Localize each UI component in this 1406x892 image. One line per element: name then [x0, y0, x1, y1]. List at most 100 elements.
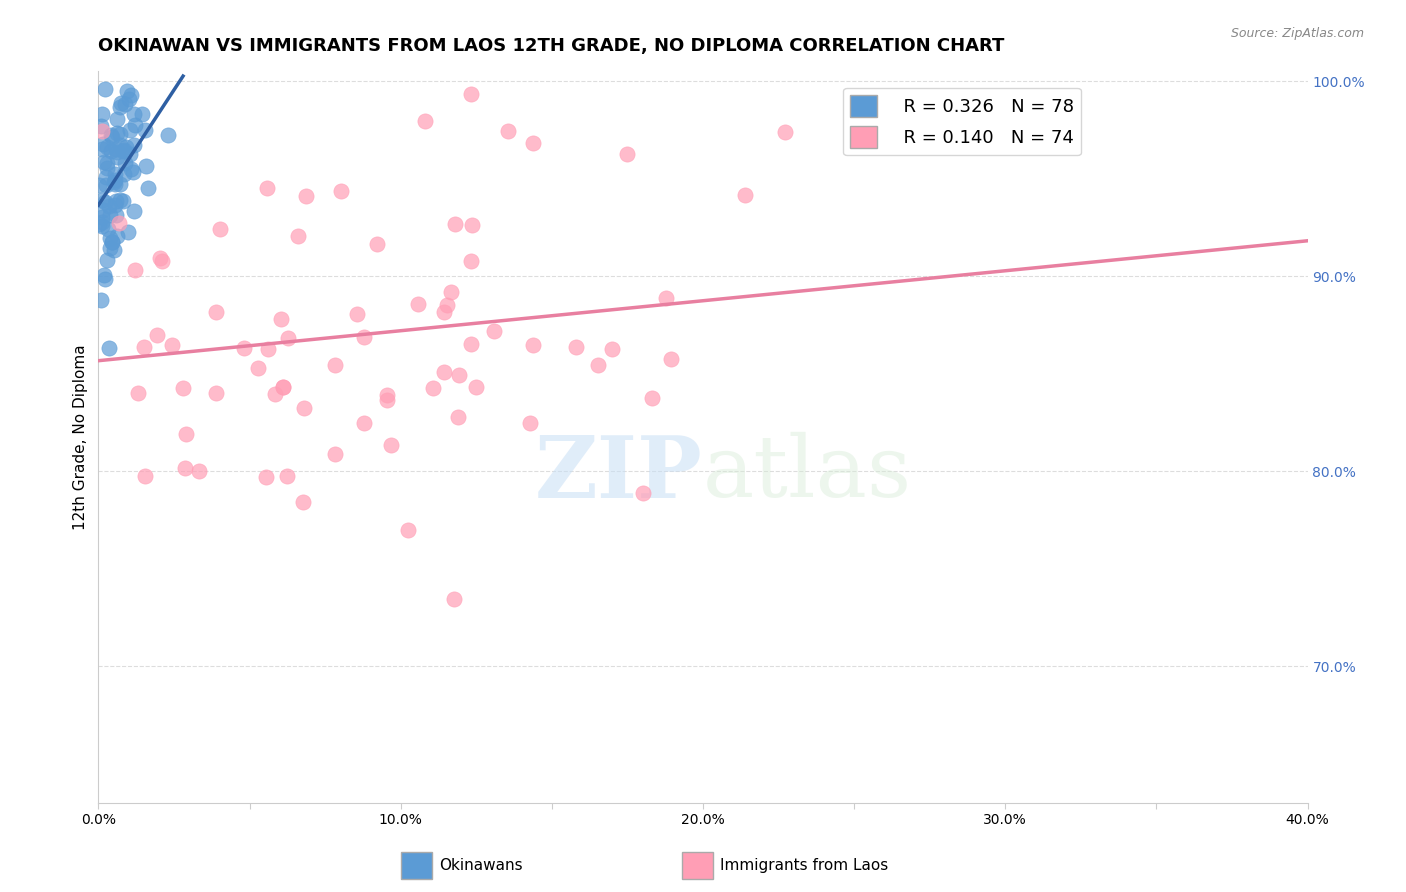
Point	[496, 124, 519, 138]
Point	[135, 159, 157, 173]
Point	[93, 82, 115, 96]
Point	[93, 268, 115, 282]
Point	[616, 146, 638, 161]
Legend:   R = 0.326   N = 78,   R = 0.140   N = 74: R = 0.326 N = 78, R = 0.140 N = 74	[844, 87, 1081, 155]
Point	[124, 119, 146, 133]
Point	[104, 167, 127, 181]
Point	[103, 244, 125, 258]
Point	[433, 365, 456, 379]
Point	[118, 92, 141, 106]
Point	[105, 112, 128, 126]
Point	[447, 368, 470, 382]
Point	[111, 145, 134, 159]
Point	[276, 468, 298, 483]
Point	[160, 337, 183, 351]
Point	[118, 123, 141, 137]
Point	[121, 165, 143, 179]
Point	[90, 107, 112, 121]
Y-axis label: 12th Grade, No Diploma: 12th Grade, No Diploma	[73, 344, 89, 530]
Point	[205, 304, 228, 318]
Point	[100, 128, 122, 142]
Point	[433, 305, 456, 319]
Point	[631, 486, 654, 500]
Point	[108, 99, 131, 113]
Point	[96, 161, 118, 176]
Point	[120, 88, 142, 103]
Point	[246, 361, 269, 376]
Point	[444, 218, 467, 232]
Point	[94, 271, 117, 285]
Point	[122, 203, 145, 218]
Point	[105, 145, 128, 159]
Point	[103, 177, 125, 191]
Point	[204, 385, 226, 400]
Point	[94, 194, 117, 209]
Point	[134, 122, 156, 136]
Point	[117, 225, 139, 239]
Text: Okinawans: Okinawans	[439, 858, 522, 872]
Point	[366, 236, 388, 251]
Point	[89, 217, 111, 231]
Point	[329, 185, 352, 199]
Point	[114, 167, 136, 181]
Point	[104, 198, 127, 212]
Point	[257, 342, 280, 356]
Point	[146, 327, 169, 342]
Point	[100, 208, 122, 222]
Point	[273, 380, 295, 394]
Point	[98, 341, 121, 355]
Point	[440, 285, 463, 299]
Point	[522, 338, 544, 352]
Point	[127, 386, 149, 401]
Point	[124, 263, 146, 277]
Point	[91, 202, 114, 217]
Point	[94, 178, 117, 192]
Point	[295, 188, 318, 202]
Text: Source: ZipAtlas.com: Source: ZipAtlas.com	[1230, 27, 1364, 40]
Point	[254, 470, 277, 484]
Point	[105, 150, 128, 164]
Point	[287, 228, 309, 243]
Point	[519, 416, 541, 430]
Point	[90, 142, 112, 156]
Point	[114, 97, 136, 112]
Point	[90, 194, 112, 208]
Point	[600, 342, 623, 356]
Point	[96, 156, 118, 170]
Point	[131, 106, 153, 120]
Point	[104, 208, 127, 222]
Point	[105, 228, 128, 243]
Point	[292, 401, 315, 415]
Point	[93, 154, 115, 169]
Point	[422, 380, 444, 394]
Point	[112, 144, 135, 158]
Point	[460, 254, 482, 268]
Point	[91, 136, 114, 151]
Point	[115, 139, 138, 153]
Point	[256, 181, 278, 195]
Point	[104, 173, 127, 187]
Point	[270, 311, 292, 326]
Text: atlas: atlas	[703, 432, 912, 516]
Point	[136, 181, 159, 195]
Point	[447, 409, 470, 424]
Point	[89, 293, 111, 307]
Point	[104, 142, 127, 156]
Point	[98, 199, 121, 213]
Text: Immigrants from Laos: Immigrants from Laos	[720, 858, 889, 872]
Point	[460, 87, 482, 102]
Point	[90, 119, 112, 133]
Point	[91, 210, 114, 224]
Point	[122, 137, 145, 152]
Point	[101, 129, 124, 144]
Point	[436, 298, 458, 312]
Point	[110, 193, 132, 207]
Point	[375, 387, 398, 401]
Point	[277, 331, 299, 345]
Point	[101, 235, 124, 250]
Point	[346, 307, 368, 321]
Point	[173, 460, 195, 475]
Point	[96, 252, 118, 267]
Point	[353, 416, 375, 430]
Point	[406, 296, 429, 310]
